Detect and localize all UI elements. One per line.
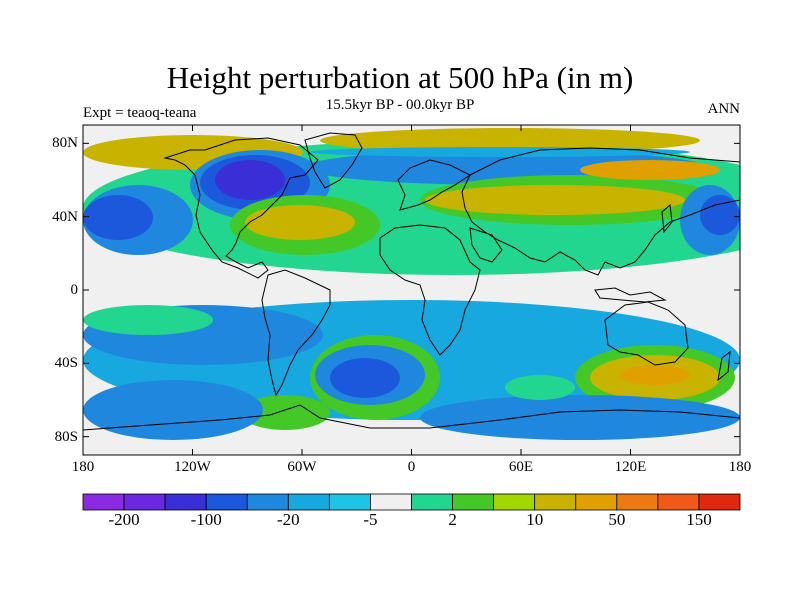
coast-japan — [661, 203, 673, 234]
colorbar-swatch — [534, 493, 577, 511]
colorbar-swatch — [123, 493, 166, 511]
field-region-pos-strong — [580, 160, 720, 180]
lat-label: 0 — [70, 282, 79, 298]
colorbar-label: 150 — [686, 510, 712, 529]
colorbar — [82, 493, 741, 511]
colorbar-swatch — [164, 493, 207, 511]
field-region-neg-strong — [215, 160, 285, 200]
experiment-label: Expt = teaoq-teana — [83, 105, 197, 121]
colorbar-swatch — [205, 493, 248, 511]
field-region-neg-faint — [310, 147, 690, 157]
coast-arabia — [469, 227, 503, 263]
coast-australia — [604, 301, 689, 366]
lat-label: 40S — [54, 355, 78, 372]
lat-label: 80N — [52, 135, 78, 152]
lon-label: 120W — [174, 459, 211, 475]
colorbar-swatch — [370, 493, 412, 511]
field-region-neg-mid — [83, 195, 153, 240]
lon-label: 180 — [728, 459, 752, 475]
lon-label: 180 — [71, 459, 95, 475]
field-region-pos-faint — [83, 305, 213, 335]
coast-north-america — [163, 137, 319, 279]
colorbar-label: 10 — [526, 510, 544, 529]
field-region-pos-strong — [620, 365, 690, 385]
coast-greenland — [304, 132, 363, 189]
colorbar-swatch — [452, 493, 495, 511]
colorbar-swatch — [616, 493, 659, 511]
field-region-neg-mid — [700, 195, 740, 235]
colorbar-swatch — [328, 493, 371, 511]
field-region-neg-light — [83, 380, 263, 440]
field-region-pos-faint — [505, 375, 575, 400]
colorbar-swatch — [698, 493, 741, 511]
colorbar-swatch — [493, 493, 536, 511]
plot-title: Height perturbation at 500 hPa (in m) — [166, 60, 634, 95]
field-region-pos-mid — [320, 128, 700, 153]
lon-label: 60E — [508, 459, 534, 475]
colorbar-label: -20 — [276, 510, 300, 529]
coast-europe — [397, 159, 471, 211]
lat-label: 40N — [52, 208, 78, 225]
field-region-pos-light — [240, 395, 330, 430]
colorbar-swatch — [575, 493, 618, 511]
field-region-pos-mid — [425, 185, 685, 215]
colorbar-swatch — [411, 493, 453, 511]
coast-antarctica — [83, 404, 740, 431]
contour-field — [83, 128, 740, 440]
colorbar-label: -200 — [108, 510, 140, 529]
lat-label: 80S — [54, 428, 78, 445]
coast-new-zealand — [717, 350, 731, 382]
lon-label: 60W — [287, 459, 317, 475]
colorbar-label: -5 — [363, 510, 378, 529]
colorbar-swatch — [657, 493, 700, 511]
colorbar-swatch — [287, 493, 330, 511]
lon-label: 120E — [614, 459, 647, 475]
colorbar-label: 50 — [608, 510, 626, 529]
field-region-neg-mid — [330, 358, 400, 398]
colorbar-swatch — [246, 493, 289, 511]
field-region-pos-mid — [245, 205, 355, 240]
colorbar-swatch — [82, 493, 125, 511]
colorbar-label: -100 — [190, 510, 222, 529]
axis-ticks — [82, 125, 741, 455]
season-label: ANN — [707, 101, 741, 117]
colorbar-label: 2 — [448, 510, 457, 529]
lon-label: 0 — [407, 459, 416, 475]
coastlines — [83, 132, 740, 431]
coast-indonesia — [594, 287, 667, 303]
coast-south-america — [261, 269, 331, 397]
field-region-neg-light — [420, 395, 740, 440]
plot-subtitle: 15.5kyr BP - 00.0kyr BP — [325, 97, 475, 113]
coast-africa — [379, 224, 481, 356]
